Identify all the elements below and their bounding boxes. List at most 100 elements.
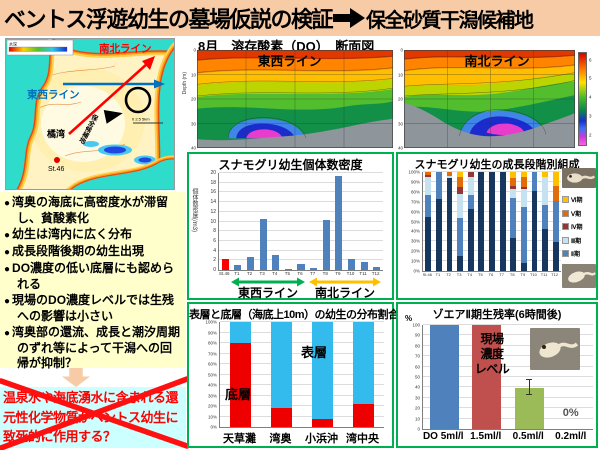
survival-bar: [472, 325, 502, 429]
field-do-level-label: 現場 濃度 レベル: [474, 332, 510, 376]
stacked-segment: [446, 172, 453, 176]
density-bar: [234, 265, 242, 270]
x-label: T12: [371, 271, 380, 276]
depth-tick: 20: [397, 96, 403, 102]
bullet-item: 湾奥部の還流、成長と潮汐周期のずれ等によって干潟への回帰が抑制？: [4, 325, 184, 372]
x-label: T8: [509, 272, 515, 277]
y-tick: 20%: [207, 403, 217, 409]
stacked-segment: [499, 172, 506, 271]
density-y-axis: 0 2 4 6 8 10 12 14 16 18 20: [198, 170, 217, 273]
stacked-segment: [520, 263, 527, 271]
grid-line: [219, 210, 383, 212]
stacked-segment: [510, 188, 517, 198]
x-label: 0.2ml/l: [555, 431, 587, 442]
x-label: T5: [478, 272, 483, 277]
y-tick: 40%: [207, 382, 217, 388]
legend-label: Ⅴ期: [571, 211, 582, 218]
findings-panel: 湾奥の海底に高密度水が滞留し、貧酸素化幼生は湾内に広く分布成長段階後期の幼生出現…: [0, 192, 186, 370]
y-tick: 20: [210, 170, 216, 176]
x-label: T5: [284, 271, 291, 276]
density-bar: [360, 261, 368, 270]
x-label: 湾奥: [269, 433, 292, 445]
x-label: T6: [297, 271, 303, 276]
density-xlabels: St.46 T1 T2 T3 T4 T5 T6 T7 T8 T9 T10 T11 T12: [218, 271, 382, 279]
y-tick: 20: [414, 405, 420, 411]
station-st46-marker: [54, 157, 60, 163]
density-bar: [335, 175, 343, 270]
grid-line: [423, 407, 593, 409]
stacked-segment: [425, 174, 432, 177]
y-tick: 20%: [410, 248, 420, 254]
stacked-segment: [520, 186, 527, 189]
y-tick: 10%: [207, 414, 217, 419]
grid-line: [423, 334, 593, 336]
stage-plot: [422, 171, 561, 272]
grid-line: [220, 373, 384, 375]
legend-label: Ⅳ期: [571, 225, 583, 231]
ew-panel-label: 東西ライン: [258, 54, 322, 69]
x-label: T10: [346, 271, 355, 276]
legend-item: Ⅲ期: [562, 236, 599, 245]
stacked-segment: [425, 176, 432, 195]
ew-group-label: 東西ライン: [237, 286, 299, 300]
bay-map: 水深 南北ライン 東西ライン: [0, 23, 190, 195]
depth-tick: 30: [190, 121, 196, 126]
grid-line: [219, 259, 383, 261]
depth-axis-label: Depth (m): [182, 72, 188, 95]
line-group-arrows: [231, 277, 381, 287]
legend-label: Ⅵ期: [571, 198, 583, 204]
stage-y-axis: 0% 10% 20% 30% 40% 50% 60% 70% 80% 90% 100%: [400, 170, 421, 274]
line-ns-arrow: [68, 56, 155, 135]
density-y-axis-label: 個体数密度(/m3): [191, 188, 197, 232]
y-tick: 0: [417, 426, 420, 432]
stacked-segment: [230, 343, 251, 427]
bullet-item: 成長段階後期の幼生出現: [4, 244, 184, 260]
legend-label: Ⅱ期: [571, 252, 580, 258]
bullet-item: 湾奥の海底に高密度水が滞留し、貧酸素化: [4, 195, 184, 226]
y-tick: 50%: [207, 372, 217, 377]
grid-line: [423, 355, 593, 357]
grid-line: [220, 405, 384, 406]
y-tick: 90%: [207, 330, 217, 335]
grid-line: [219, 191, 383, 193]
colorbar-tick: 3: [589, 113, 592, 119]
depth-tick: 10: [397, 72, 403, 77]
stacked-segment: [510, 238, 517, 271]
bullet-item: 幼生は湾内に広く分布: [4, 227, 184, 243]
legend-swatch: [562, 236, 569, 244]
svg-text:0 2.5 5km: 0 2.5 5km: [132, 117, 150, 122]
legend-swatch: [562, 196, 569, 203]
stage-chart-title: スナモグリ幼生の成長段階別組成: [414, 159, 580, 171]
stacked-segment: [542, 229, 548, 271]
x-label: 天草灘: [223, 433, 256, 445]
map-depth-legend: 水深: [6, 39, 74, 56]
stacked-segment: [425, 216, 432, 271]
rejected-hypothesis-box: 温泉水や海底湧水に含まれる還元性化学物質がベントス幼生に致死的に作用する？: [0, 387, 186, 448]
stacked-segment: [425, 172, 432, 175]
x-label: T1: [234, 271, 240, 276]
bullet-list: 湾奥の海底に高密度水が滞留し、貧酸素化幼生は湾内に広く分布成長段階後期の幼生出現…: [4, 195, 184, 372]
error-bar-cap: [526, 393, 533, 395]
ew-depth-ticks: 0 10 20 30 40: [190, 48, 196, 151]
do-colorbar: [578, 52, 587, 146]
density-bar: [297, 264, 305, 270]
stacked-segment: [552, 185, 559, 201]
y-tick: 60%: [410, 209, 420, 215]
bullet-item: DO濃度の低い底層にも認められる: [4, 261, 184, 292]
y-tick: 2: [213, 257, 216, 264]
grid-line: [219, 220, 383, 222]
bay-label: 橘湾: [46, 128, 65, 139]
density-bar: [272, 255, 280, 270]
stacked-segment: [467, 194, 474, 209]
survival-y-axis-label: %: [405, 314, 413, 323]
grid-line: [220, 363, 384, 364]
grid-line: [220, 394, 384, 396]
y-tick: 14: [210, 199, 216, 206]
grid-line: [423, 171, 561, 172]
ns-panel-label: 南北ライン: [464, 54, 529, 69]
grid-line: [423, 386, 593, 388]
error-bar-line: [528, 380, 530, 395]
do-colorbar-ticks: 6 5 4 3 2: [588, 52, 596, 146]
stacked-segment: [457, 186, 464, 194]
